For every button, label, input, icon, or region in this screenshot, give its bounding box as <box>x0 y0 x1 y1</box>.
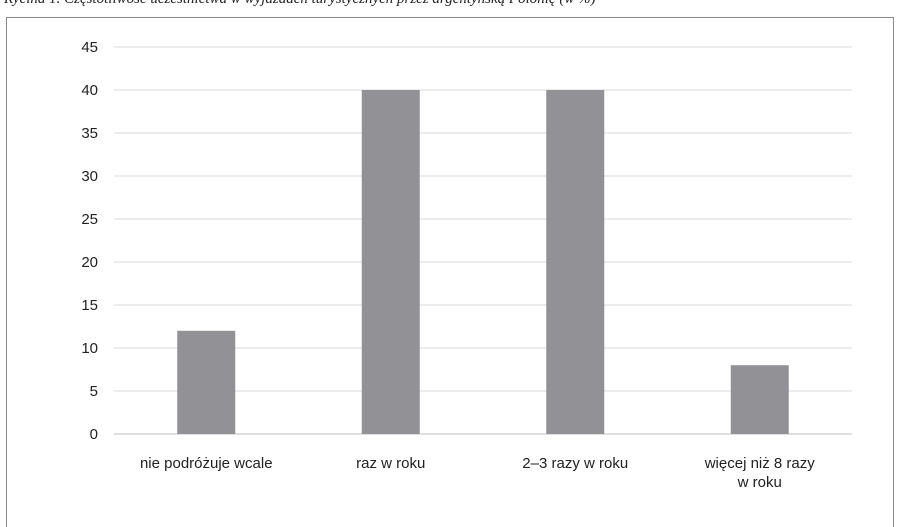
bar <box>546 90 605 434</box>
y-tick-label: 25 <box>81 211 98 228</box>
x-category-label: nie podróżuje wcale <box>140 455 273 472</box>
x-category-label: 2–3 razy w roku <box>522 455 628 472</box>
bar-chart: 0 5 10 15 20 25 30 35 40 45 nie podróżuje wcale ra… <box>81 39 852 491</box>
bar <box>730 365 789 434</box>
x-category-label: raz w roku <box>356 455 425 472</box>
y-tick-label: 10 <box>81 340 98 357</box>
x-category-label: więcej niż 8 razy w roku <box>704 455 816 491</box>
y-tick-label: 35 <box>81 125 98 142</box>
y-axis-tick-labels: 0 5 10 15 20 25 30 35 40 45 <box>81 39 98 443</box>
y-tick-label: 40 <box>81 82 98 99</box>
bars <box>177 90 789 434</box>
y-tick-label: 15 <box>81 297 98 314</box>
x-axis-category-labels: nie podróżuje wcale raz w roku 2–3 razy w … <box>140 455 815 491</box>
chart-frame <box>6 17 894 527</box>
y-tick-label: 0 <box>90 426 98 443</box>
bar <box>361 90 420 434</box>
bar <box>177 330 236 434</box>
figure-caption: Rycina 1. Częstotliwość uczestnictwa w w… <box>4 0 897 9</box>
y-tick-label: 20 <box>81 254 98 271</box>
gridlines <box>114 46 852 435</box>
y-tick-label: 5 <box>90 383 98 400</box>
y-tick-label: 30 <box>81 168 98 185</box>
y-tick-label: 45 <box>81 39 98 56</box>
